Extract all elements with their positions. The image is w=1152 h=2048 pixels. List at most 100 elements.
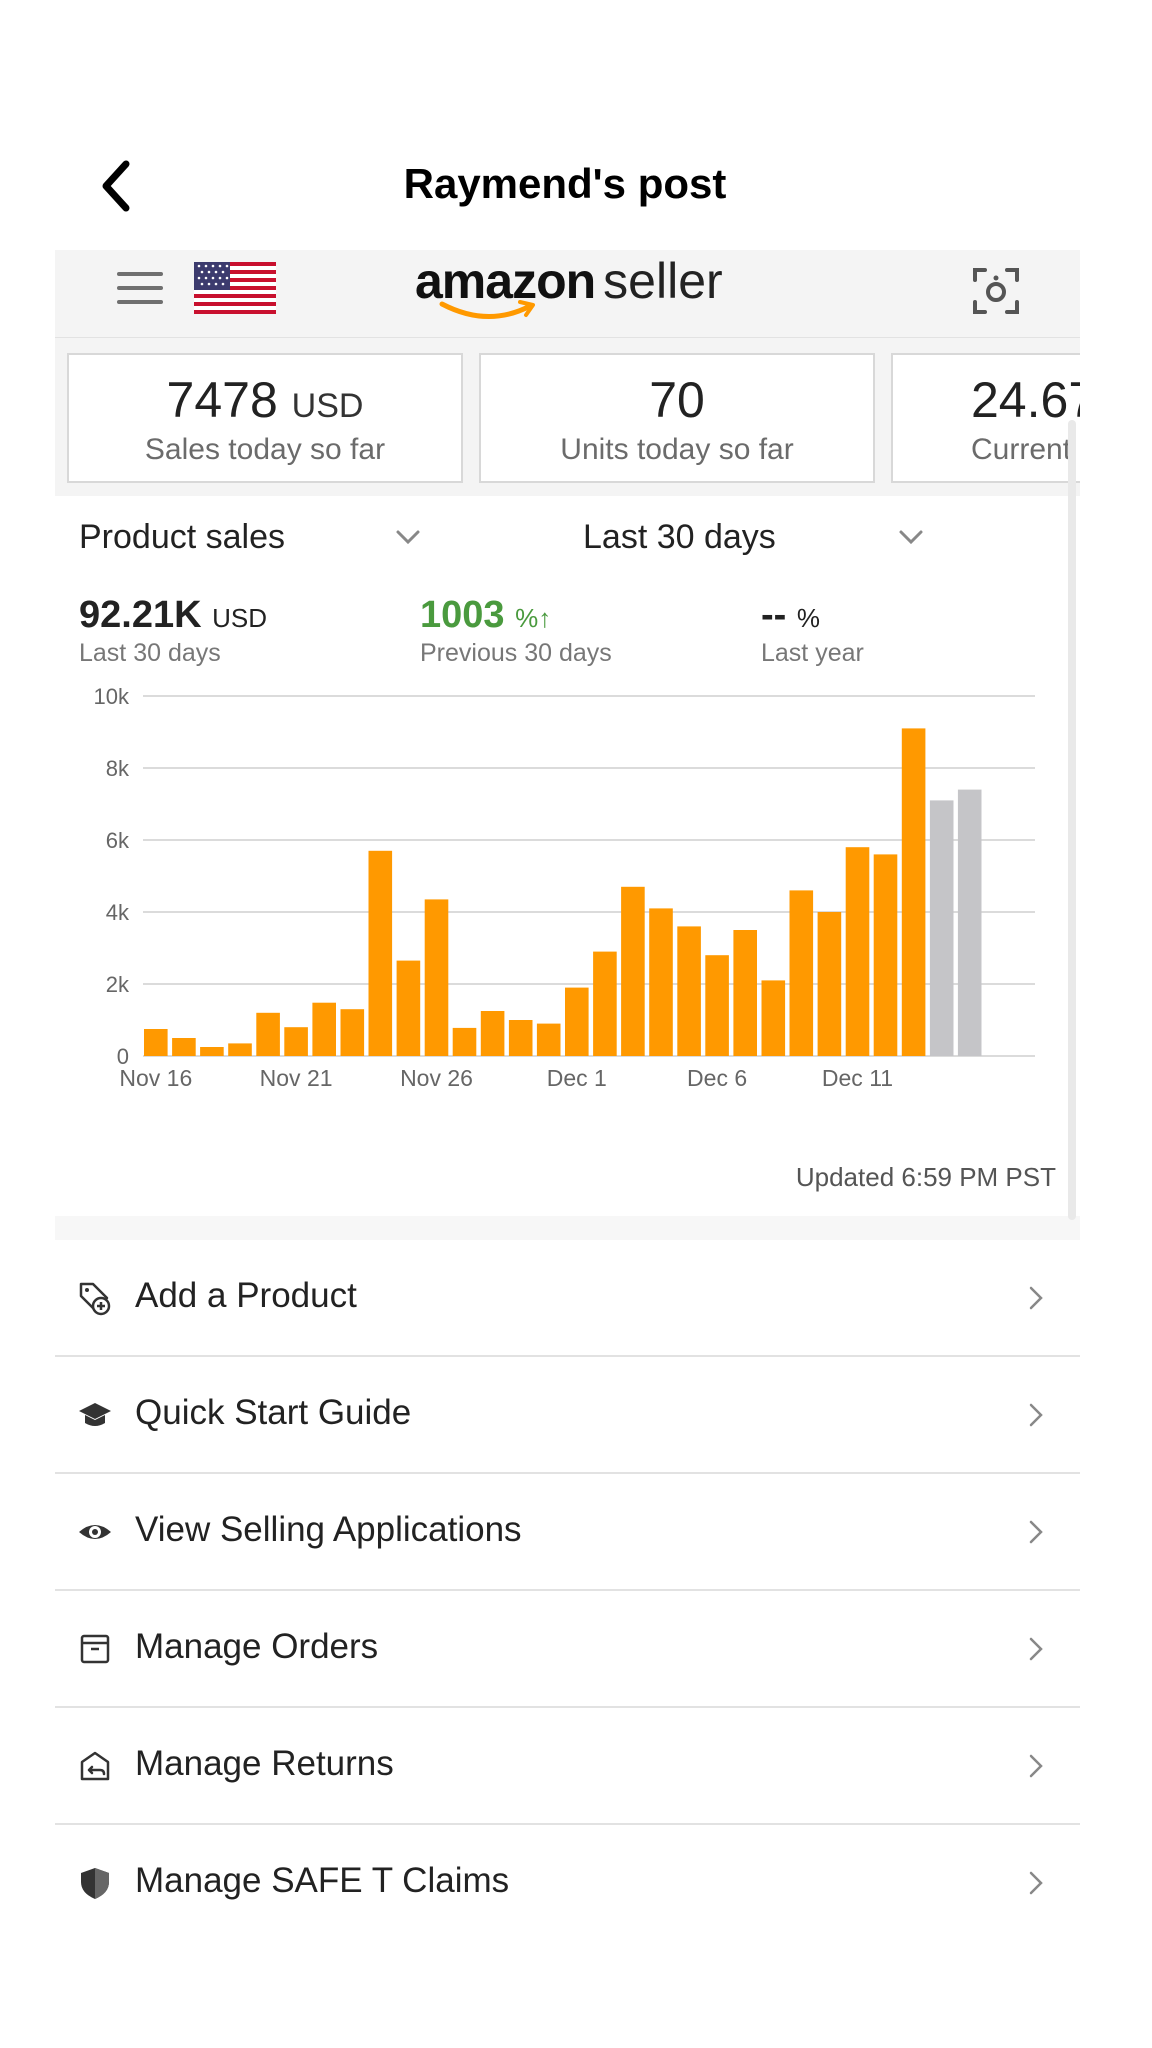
logo-suffix: seller	[603, 253, 723, 309]
sales-bar-chart: 0 2k 4k 6k 8k 10k Nov 16 Nov 21 Nov 26 Dec 1 Dec 6…	[94, 684, 1035, 1091]
y-tick-label: 10k	[94, 684, 130, 709]
stat-card-current[interactable]: 24.67 Current	[891, 353, 1080, 483]
x-tick-label: Nov 16	[119, 1065, 192, 1091]
chart-bar[interactable]	[536, 1023, 561, 1056]
chart-bar[interactable]	[593, 951, 617, 1056]
chart-bar[interactable]	[789, 890, 814, 1056]
chart-bar[interactable]	[144, 1029, 168, 1056]
us-flag-icon[interactable]	[194, 262, 276, 314]
chevron-right-icon	[1029, 1754, 1043, 1778]
menu-item-manage-returns[interactable]: Manage Returns	[55, 1708, 1080, 1825]
menu-item-quick-start-guide[interactable]: Quick Start Guide	[55, 1357, 1080, 1474]
updated-timestamp: Updated 6:59 PM PST	[795, 1162, 1056, 1192]
chart-bar[interactable]	[929, 800, 954, 1056]
back-arrow-icon[interactable]	[96, 158, 136, 214]
chart-bar[interactable]	[396, 960, 421, 1056]
chevron-right-icon	[1029, 1520, 1043, 1544]
x-tick-label: Dec 6	[687, 1065, 747, 1091]
chart-bar[interactable]	[368, 850, 393, 1056]
stats-row: 7478 USD Sales today so far 70 Units tod…	[55, 338, 1080, 496]
menu-item-view-selling-applications[interactable]: View Selling Applications	[55, 1474, 1080, 1591]
post-title: Raymend's post	[403, 160, 727, 207]
period-selector[interactable]: Last 30 days	[583, 518, 776, 556]
stat-value: 70	[649, 372, 705, 428]
menu-item-label: Manage SAFE T Claims	[135, 1861, 510, 1900]
y-tick-label: 0	[117, 1044, 129, 1069]
chart-bar[interactable]	[649, 908, 673, 1056]
y-tick-label: 6k	[106, 828, 130, 853]
menu-item-label: Add a Product	[135, 1276, 357, 1315]
scan-camera-icon[interactable]	[971, 266, 1021, 316]
chart-bar[interactable]	[228, 1043, 252, 1056]
chart-bar[interactable]	[901, 728, 926, 1056]
chart-bar[interactable]	[705, 955, 729, 1056]
chart-bar[interactable]	[284, 1027, 308, 1056]
metric-selector[interactable]: Product sales	[79, 518, 285, 556]
metric-last-year: -- % Last year	[761, 594, 864, 667]
y-tick-label: 8k	[106, 756, 130, 781]
chevron-right-icon	[1029, 1286, 1043, 1310]
chart-bar[interactable]	[845, 847, 870, 1056]
y-tick-label: 4k	[106, 900, 130, 925]
x-tick-label: Nov 21	[260, 1065, 333, 1091]
graduation-cap-icon	[79, 1403, 111, 1426]
chart-bar[interactable]	[452, 1027, 477, 1056]
eye-icon	[79, 1525, 111, 1539]
chart-bar[interactable]	[873, 854, 898, 1056]
return-box-icon	[80, 1751, 110, 1781]
tag-add-icon	[79, 1282, 111, 1316]
seller-app-screenshot: amazon seller 7478 USD Sales today so far…	[55, 250, 1080, 1930]
chart-bar[interactable]	[340, 1009, 365, 1056]
chart-bar[interactable]	[172, 1038, 196, 1056]
chart-bar[interactable]	[957, 789, 982, 1056]
stat-label: Sales today so far	[144, 433, 386, 466]
chart-bar[interactable]	[677, 926, 701, 1056]
y-tick-label: 2k	[106, 972, 130, 997]
menu-item-label: Manage Returns	[135, 1744, 394, 1783]
action-menu: Add a Product Quick Start Guide View Sel…	[55, 1240, 1080, 1930]
chart-bar[interactable]	[565, 987, 589, 1056]
amazon-smile-icon	[439, 300, 535, 319]
metric-change: 1003 %↑ Previous 30 days	[420, 594, 612, 667]
x-tick-label: Nov 26	[400, 1065, 473, 1091]
menu-item-add-product[interactable]: Add a Product	[55, 1240, 1080, 1357]
chart-bar[interactable]	[817, 912, 842, 1056]
shield-icon	[81, 1868, 109, 1899]
arrow-up-icon: ↑	[538, 603, 552, 633]
menu-item-label: View Selling Applications	[135, 1510, 522, 1549]
logo-brand: amazon	[415, 253, 596, 309]
chart-bar[interactable]	[480, 1011, 505, 1056]
metric-total: 92.21K USD Last 30 days	[79, 594, 268, 667]
box-icon	[80, 1634, 110, 1664]
stat-card-sales[interactable]: 7478 USD Sales today so far	[67, 353, 463, 483]
x-tick-label: Dec 1	[547, 1065, 607, 1091]
chevron-right-icon	[1029, 1871, 1043, 1895]
chevron-right-icon	[1029, 1637, 1043, 1661]
amazon-seller-logo: amazon seller	[415, 252, 723, 310]
app-bar: amazon seller	[55, 250, 1080, 338]
chart-bar[interactable]	[761, 980, 786, 1056]
stat-label: Units today so far	[560, 433, 794, 466]
chart-bar[interactable]	[733, 930, 757, 1056]
chart-bar[interactable]	[256, 1012, 280, 1056]
stat-card-units[interactable]: 70 Units today so far	[479, 353, 875, 483]
chevron-down-icon[interactable]	[898, 528, 924, 546]
chevron-right-icon	[1029, 1403, 1043, 1427]
stat-label: Current	[971, 433, 1072, 466]
stat-value: 7478 USD	[166, 372, 364, 428]
chart-bar[interactable]	[508, 1020, 533, 1056]
menu-icon[interactable]	[117, 272, 163, 308]
stat-value: 24.67	[971, 372, 1080, 428]
scrollbar[interactable]	[1068, 420, 1076, 1220]
menu-item-manage-orders[interactable]: Manage Orders	[55, 1591, 1080, 1708]
menu-item-label: Quick Start Guide	[135, 1393, 412, 1432]
chevron-down-icon[interactable]	[395, 528, 421, 546]
chart-bar[interactable]	[200, 1047, 224, 1056]
menu-item-label: Manage Orders	[135, 1627, 379, 1666]
chart-bar[interactable]	[424, 899, 449, 1056]
menu-item-manage-safe-t-claims[interactable]: Manage SAFE T Claims	[55, 1825, 1080, 1930]
chart-bar[interactable]	[312, 1002, 336, 1056]
chart-bar[interactable]	[621, 886, 645, 1056]
sales-panel: Product sales Last 30 days 92.21K USD La…	[55, 496, 1080, 1216]
x-tick-label: Dec 11	[822, 1065, 893, 1091]
